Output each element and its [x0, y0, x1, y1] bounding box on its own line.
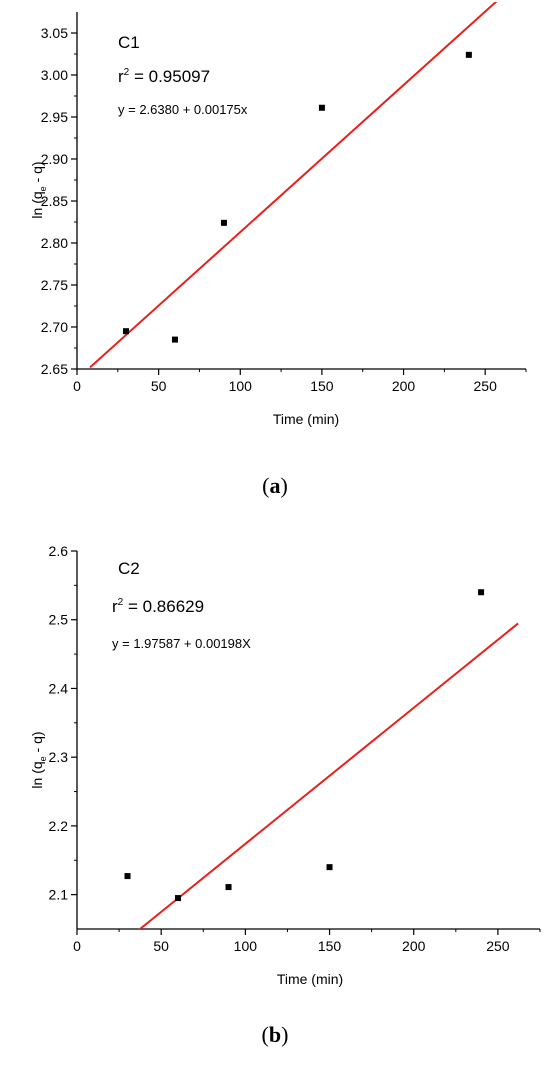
chart-b-y-axis-title-main: ln (q	[29, 761, 45, 788]
chart-a-y-tick-label: 3.00	[41, 67, 68, 83]
chart-b-x-tick-label: 250	[486, 938, 510, 954]
chart-b-x-tick-label: 200	[402, 938, 426, 954]
chart-a-x-axis-title: Time (min)	[273, 411, 339, 427]
chart-b-x-tick-label: 100	[234, 938, 258, 954]
chart-a-fit-line	[89, 2, 498, 369]
chart-b-fit-line	[138, 622, 519, 929]
chart-b-fit-equation: y = 1.97587 + 0.00198X	[112, 636, 251, 651]
chart-b-data-point	[225, 884, 232, 891]
chart-panel-b: 0 50 100 150 200 250 2.1 2.2 2.3 2.4 2.5 2.6 Time (m…	[0, 530, 550, 1072]
chart-a-y-axis-title-sub: e	[38, 186, 48, 191]
chart-a-y-tick-label: 3.05	[41, 25, 68, 41]
chart-b-series-label: C2	[118, 559, 140, 578]
chart-a-r-squared: r2 = 0.95097	[118, 67, 210, 86]
chart-a-series-label: C1	[118, 33, 140, 52]
chart-a-r-squared-sup: 2	[124, 67, 130, 78]
chart-a-y-tick-label: 2.90	[41, 151, 68, 167]
chart-panel-a: 0 50 100 150 200 250 2.65 2.70 2.75 2.80 2.85 2.90 2…	[0, 0, 550, 520]
chart-a-data-point	[171, 336, 178, 343]
chart-b-x-axis-title: Time (min)	[277, 971, 343, 987]
chart-b-data-point	[478, 589, 485, 596]
chart-b-y-tick-label: 2.4	[49, 680, 69, 696]
chart-b-data-point	[175, 895, 182, 902]
chart-b-r-squared: r2 = 0.86629	[112, 597, 204, 616]
chart-a-data-point	[122, 328, 129, 335]
chart-a-y-tick-label: 2.95	[41, 109, 68, 125]
chart-a-x-tick-label: 100	[229, 378, 253, 394]
chart-a-y-tick-label: 2.75	[41, 277, 68, 293]
chart-b-y-axis-title: ln (qe - q)	[29, 731, 48, 788]
chart-b: 0 50 100 150 200 250 2.1 2.2 2.3 2.4 2.5 2.6 Time (m…	[29, 543, 541, 987]
chart-b-y-tick-label: 2.5	[49, 612, 69, 628]
chart-b-data-point	[124, 873, 131, 880]
chart-b-y-axis-title-sub: e	[38, 756, 48, 761]
chart-b-r-squared-sup: 2	[118, 597, 124, 608]
chart-a-y-axis-title: ln (qe - q)	[29, 161, 48, 218]
caption-a-letter: a	[269, 473, 281, 498]
caption-a: (a)	[262, 473, 288, 498]
chart-a-y-tick-label: 2.85	[41, 193, 68, 209]
chart-a-y-tick-label: 2.70	[41, 319, 68, 335]
chart-a-data-point	[465, 51, 472, 58]
chart-a-data-point	[318, 104, 325, 111]
chart-a-r-squared-prefix: r	[118, 67, 124, 86]
chart-b-x-tick-label: 50	[153, 938, 169, 954]
chart-a-y-tick-label: 2.80	[41, 235, 68, 251]
chart-b-r-squared-value: = 0.86629	[123, 597, 204, 616]
chart-a-y-tick-label: 2.65	[41, 361, 68, 377]
chart-a-fit-equation: y = 2.6380 + 0.00175x	[118, 102, 248, 117]
chart-b-y-tick-label: 2.6	[49, 543, 69, 559]
chart-b-x-tick-label: 0	[73, 938, 81, 954]
chart-a-x-tick-label: 150	[310, 378, 334, 394]
chart-a-y-axis-title-main: ln (q	[29, 191, 45, 218]
chart-a-x-tick-label: 50	[151, 378, 167, 394]
chart-b-r-squared-prefix: r	[112, 597, 118, 616]
chart-a: 0 50 100 150 200 250 2.65 2.70 2.75 2.80 2.85 2.90 2…	[29, 2, 527, 427]
chart-b-data-point	[326, 864, 333, 871]
chart-a-r-squared-value: = 0.95097	[129, 67, 210, 86]
chart-a-x-tick-label: 250	[474, 378, 498, 394]
chart-a-x-tick-label: 0	[73, 378, 81, 394]
caption-b-letter: b	[268, 1022, 282, 1047]
caption-b: (b)	[261, 1022, 289, 1047]
chart-a-x-tick-label: 200	[392, 378, 416, 394]
chart-b-y-axis-title-tail: - q)	[29, 731, 45, 756]
chart-b-x-tick-label: 150	[318, 938, 342, 954]
chart-b-y-tick-label: 2.3	[49, 749, 69, 765]
chart-a-data-point	[220, 219, 227, 226]
chart-b-y-tick-label: 2.2	[49, 818, 69, 834]
chart-b-y-tick-label: 2.1	[49, 887, 69, 903]
chart-a-y-axis-title-tail: - q)	[29, 161, 45, 186]
